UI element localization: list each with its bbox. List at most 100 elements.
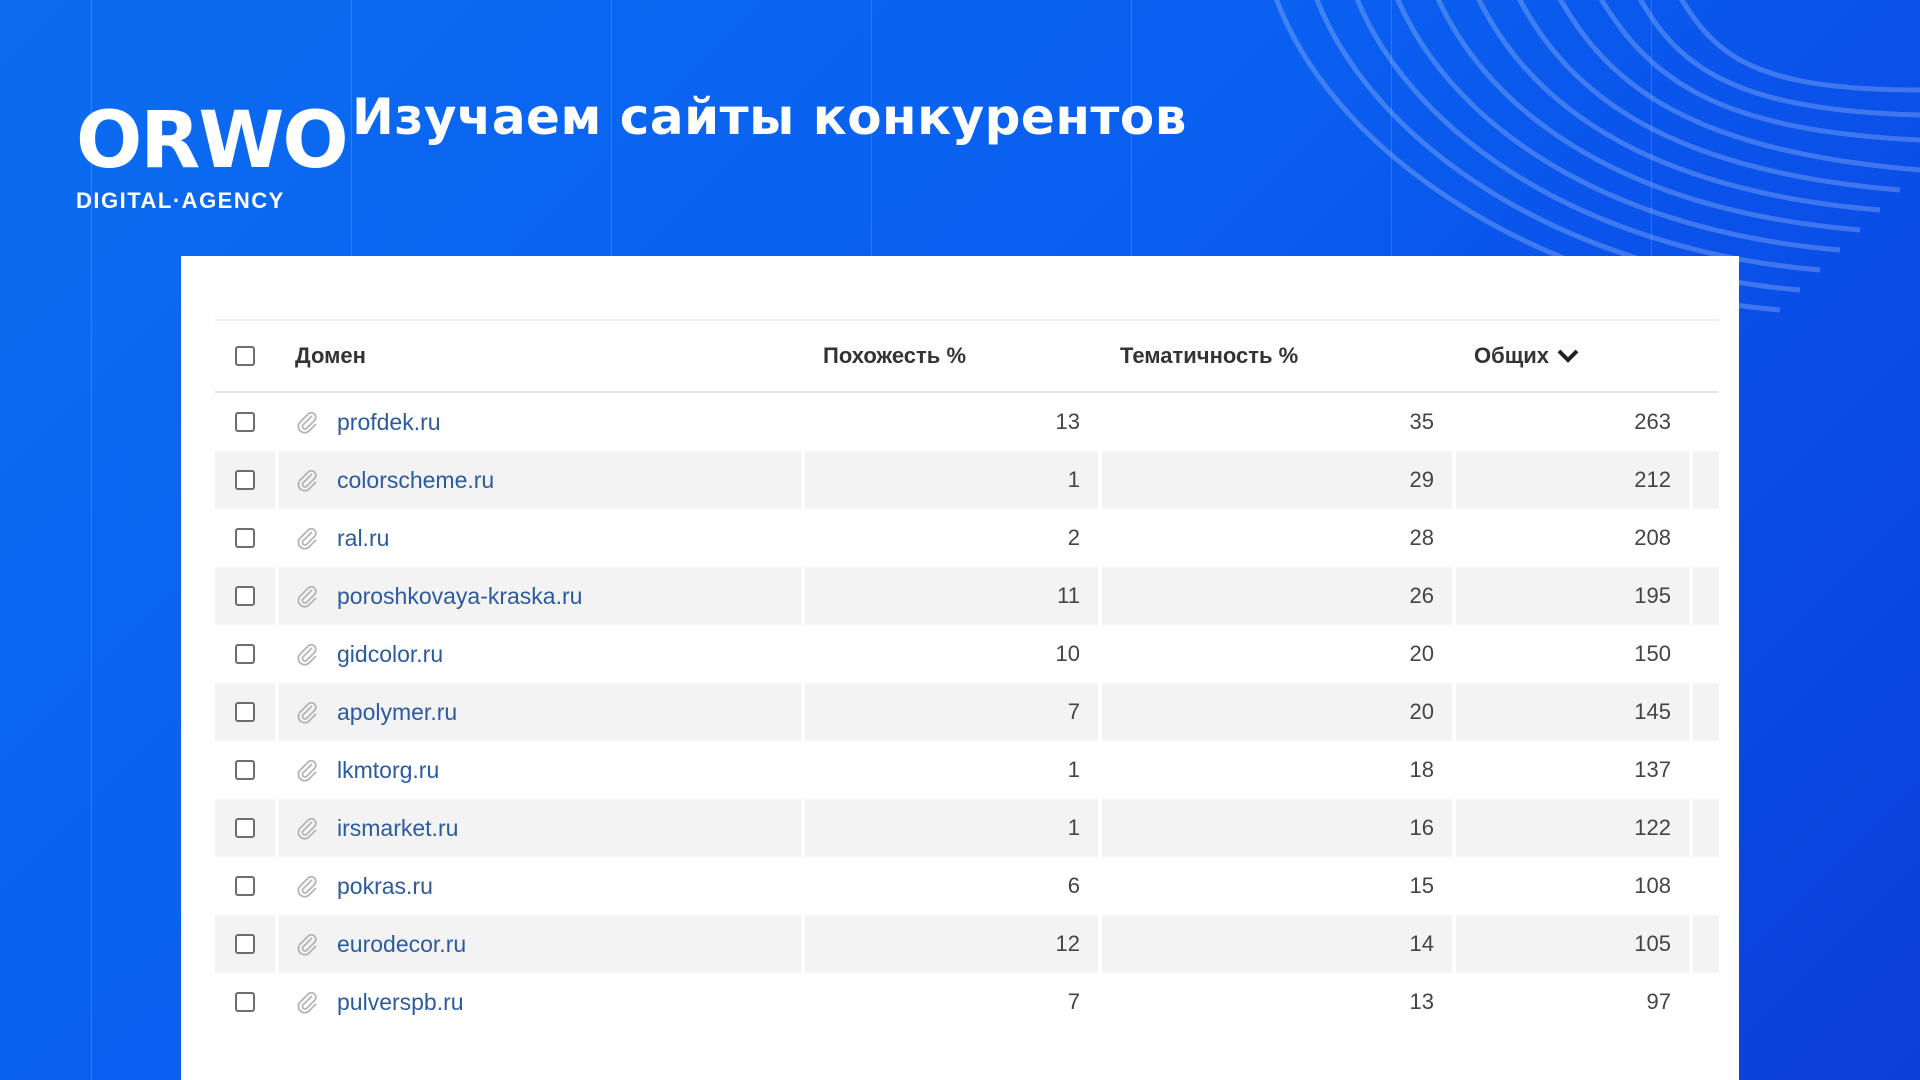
common-value: 105	[1634, 931, 1671, 957]
row-check-cell	[215, 799, 279, 857]
paperclip-icon[interactable]	[295, 700, 319, 724]
thematic-value: 29	[1410, 467, 1434, 493]
similarity-value: 13	[1056, 409, 1080, 435]
similarity-cell: 11	[805, 567, 1102, 625]
similarity-cell: 1	[805, 799, 1102, 857]
common-value: 137	[1634, 757, 1671, 783]
similarity-value: 10	[1056, 641, 1080, 667]
domain-cell: colorscheme.ru	[279, 451, 805, 509]
domain-cell: lkmtorg.ru	[279, 741, 805, 799]
paperclip-icon[interactable]	[295, 816, 319, 840]
paperclip-icon[interactable]	[295, 468, 319, 492]
paperclip-icon[interactable]	[295, 410, 319, 434]
table-row: eurodecor.ru 12 14 105	[215, 915, 1719, 973]
domain-cell: apolymer.ru	[279, 683, 805, 741]
domain-link[interactable]: colorscheme.ru	[337, 467, 494, 494]
domain-link[interactable]: eurodecor.ru	[337, 931, 466, 958]
common-cell: 97	[1456, 973, 1693, 1031]
common-value: 150	[1634, 641, 1671, 667]
domain-link[interactable]: pulverspb.ru	[337, 989, 464, 1016]
domain-link[interactable]: irsmarket.ru	[337, 815, 458, 842]
thematic-value: 13	[1410, 989, 1434, 1015]
thematic-value: 20	[1410, 699, 1434, 725]
header-similarity[interactable]: Похожесть %	[805, 321, 1102, 391]
common-cell: 263	[1456, 393, 1693, 451]
common-cell: 195	[1456, 567, 1693, 625]
row-checkbox[interactable]	[235, 760, 255, 780]
row-checkbox[interactable]	[235, 412, 255, 432]
page-title: Изучаем сайты конкурентов	[352, 88, 1187, 146]
domain-link[interactable]: profdek.ru	[337, 409, 441, 436]
domain-cell: profdek.ru	[279, 393, 805, 451]
table-row: irsmarket.ru 1 16 122	[215, 799, 1719, 857]
extra-cell	[1693, 625, 1719, 683]
row-check-cell	[215, 915, 279, 973]
row-checkbox[interactable]	[235, 702, 255, 722]
extra-cell	[1693, 567, 1719, 625]
table-row: gidcolor.ru 10 20 150	[215, 625, 1719, 683]
row-checkbox[interactable]	[235, 876, 255, 896]
similarity-value: 1	[1068, 467, 1080, 493]
similarity-cell: 2	[805, 509, 1102, 567]
thematic-value: 16	[1410, 815, 1434, 841]
paperclip-icon[interactable]	[295, 584, 319, 608]
common-value: 108	[1634, 873, 1671, 899]
similarity-cell: 12	[805, 915, 1102, 973]
row-check-cell	[215, 683, 279, 741]
domain-link[interactable]: ral.ru	[337, 525, 389, 552]
similarity-value: 7	[1068, 989, 1080, 1015]
table-row: pulverspb.ru 7 13 97	[215, 973, 1719, 1031]
header-common[interactable]: Общих	[1456, 321, 1693, 391]
paperclip-icon[interactable]	[295, 642, 319, 666]
row-checkbox[interactable]	[235, 818, 255, 838]
thematic-cell: 20	[1102, 683, 1456, 741]
header-thematic[interactable]: Тематичность %	[1102, 321, 1456, 391]
common-cell: 122	[1456, 799, 1693, 857]
table-row: lkmtorg.ru 1 18 137	[215, 741, 1719, 799]
domain-link[interactable]: gidcolor.ru	[337, 641, 443, 668]
common-cell: 212	[1456, 451, 1693, 509]
domain-link[interactable]: apolymer.ru	[337, 699, 457, 726]
row-checkbox[interactable]	[235, 992, 255, 1012]
paperclip-icon[interactable]	[295, 874, 319, 898]
thematic-cell: 28	[1102, 509, 1456, 567]
common-value: 122	[1634, 815, 1671, 841]
row-checkbox[interactable]	[235, 528, 255, 548]
thematic-cell: 20	[1102, 625, 1456, 683]
domain-cell: irsmarket.ru	[279, 799, 805, 857]
paperclip-icon[interactable]	[295, 932, 319, 956]
row-checkbox[interactable]	[235, 586, 255, 606]
domain-link[interactable]: poroshkovaya-kraska.ru	[337, 583, 582, 610]
common-value: 212	[1634, 467, 1671, 493]
paperclip-icon[interactable]	[295, 526, 319, 550]
similarity-value: 1	[1068, 757, 1080, 783]
domain-link[interactable]: lkmtorg.ru	[337, 757, 439, 784]
common-cell: 150	[1456, 625, 1693, 683]
common-value: 145	[1634, 699, 1671, 725]
common-value: 208	[1634, 525, 1671, 551]
row-checkbox[interactable]	[235, 644, 255, 664]
chevron-down-icon[interactable]	[1557, 348, 1579, 364]
extra-cell	[1693, 393, 1719, 451]
domain-cell: poroshkovaya-kraska.ru	[279, 567, 805, 625]
extra-cell	[1693, 683, 1719, 741]
paperclip-icon[interactable]	[295, 758, 319, 782]
domain-link[interactable]: pokras.ru	[337, 873, 433, 900]
header-extra	[1693, 321, 1719, 391]
domain-cell: gidcolor.ru	[279, 625, 805, 683]
extra-cell	[1693, 915, 1719, 973]
header-domain[interactable]: Домен	[279, 321, 805, 391]
domain-cell: ral.ru	[279, 509, 805, 567]
paperclip-icon[interactable]	[295, 990, 319, 1014]
thematic-cell: 29	[1102, 451, 1456, 509]
table-header-row: Домен Похожесть % Тематичность % Общих	[215, 319, 1719, 393]
row-checkbox[interactable]	[235, 470, 255, 490]
common-value: 97	[1647, 989, 1671, 1015]
thematic-value: 15	[1410, 873, 1434, 899]
extra-cell	[1693, 799, 1719, 857]
row-checkbox[interactable]	[235, 934, 255, 954]
domain-cell: pokras.ru	[279, 857, 805, 915]
row-check-cell	[215, 509, 279, 567]
common-cell: 208	[1456, 509, 1693, 567]
select-all-checkbox[interactable]	[235, 346, 255, 366]
